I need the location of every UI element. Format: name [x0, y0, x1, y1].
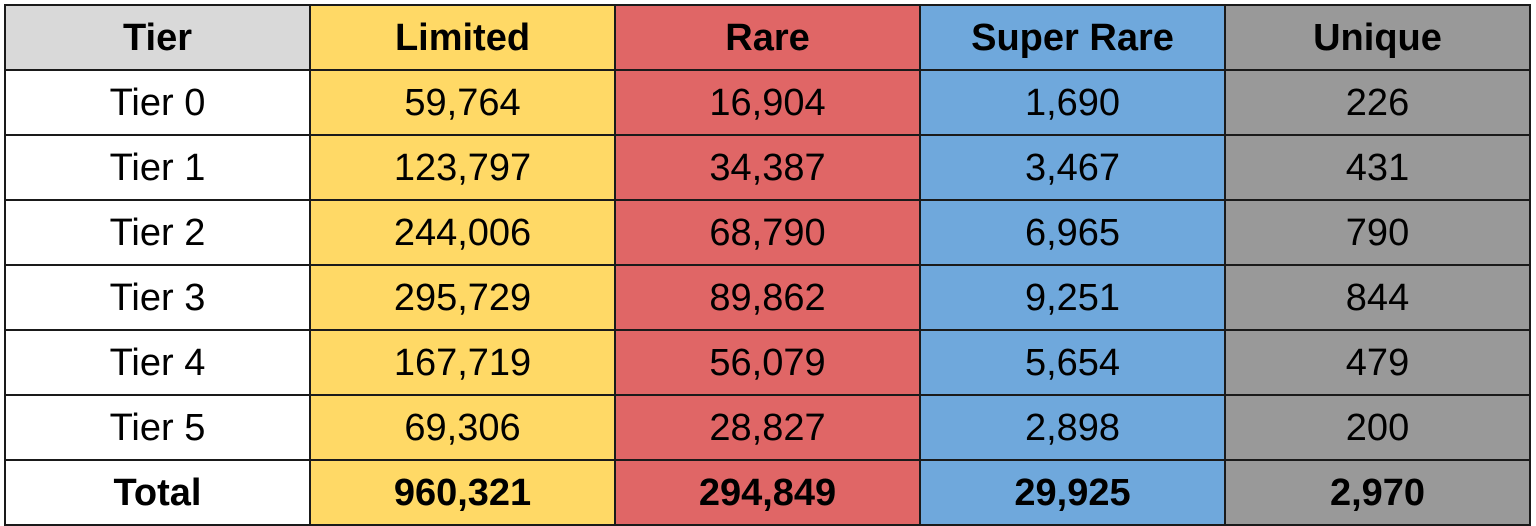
cell-tier: Tier 1 — [4, 134, 311, 201]
header-row: Tier Limited Rare Super Rare Unique — [4, 4, 1531, 71]
cell-limited: 69,306 — [309, 394, 616, 461]
cell-super-rare: 6,965 — [919, 199, 1226, 266]
cell-unique: 226 — [1224, 69, 1531, 136]
total-row: Total 960,321 294,849 29,925 2,970 — [4, 459, 1531, 526]
cell-rare: 89,862 — [614, 264, 921, 331]
cell-tier: Tier 2 — [4, 199, 311, 266]
header-unique: Unique — [1224, 4, 1531, 71]
cell-tier: Tier 5 — [4, 394, 311, 461]
table-row: Tier 1 123,797 34,387 3,467 431 — [4, 134, 1531, 201]
cell-rare: 16,904 — [614, 69, 921, 136]
table-row: Tier 5 69,306 28,827 2,898 200 — [4, 394, 1531, 461]
header-limited: Limited — [309, 4, 616, 71]
cell-tier: Tier 3 — [4, 264, 311, 331]
cell-super-rare: 1,690 — [919, 69, 1226, 136]
tier-rarity-table: Tier Limited Rare Super Rare Unique Tier… — [4, 4, 1531, 526]
header-super-rare: Super Rare — [919, 4, 1226, 71]
cell-super-rare: 2,898 — [919, 394, 1226, 461]
cell-super-rare: 3,467 — [919, 134, 1226, 201]
header-rare: Rare — [614, 4, 921, 71]
cell-unique: 844 — [1224, 264, 1531, 331]
table-row: Tier 0 59,764 16,904 1,690 226 — [4, 69, 1531, 136]
cell-rare: 68,790 — [614, 199, 921, 266]
table-row: Tier 3 295,729 89,862 9,251 844 — [4, 264, 1531, 331]
cell-super-rare: 5,654 — [919, 329, 1226, 396]
cell-limited: 59,764 — [309, 69, 616, 136]
cell-limited: 295,729 — [309, 264, 616, 331]
cell-limited: 123,797 — [309, 134, 616, 201]
cell-rare: 34,387 — [614, 134, 921, 201]
total-limited: 960,321 — [309, 459, 616, 526]
cell-super-rare: 9,251 — [919, 264, 1226, 331]
cell-unique: 790 — [1224, 199, 1531, 266]
total-unique: 2,970 — [1224, 459, 1531, 526]
cell-tier: Tier 0 — [4, 69, 311, 136]
cell-tier: Tier 4 — [4, 329, 311, 396]
total-rare: 294,849 — [614, 459, 921, 526]
header-tier: Tier — [4, 4, 311, 71]
tier-rarity-table-wrapper: Tier Limited Rare Super Rare Unique Tier… — [4, 4, 1531, 526]
cell-unique: 479 — [1224, 329, 1531, 396]
cell-limited: 167,719 — [309, 329, 616, 396]
total-label: Total — [4, 459, 311, 526]
table-row: Tier 2 244,006 68,790 6,965 790 — [4, 199, 1531, 266]
total-super-rare: 29,925 — [919, 459, 1226, 526]
cell-unique: 200 — [1224, 394, 1531, 461]
cell-rare: 28,827 — [614, 394, 921, 461]
cell-limited: 244,006 — [309, 199, 616, 266]
cell-rare: 56,079 — [614, 329, 921, 396]
table-row: Tier 4 167,719 56,079 5,654 479 — [4, 329, 1531, 396]
cell-unique: 431 — [1224, 134, 1531, 201]
